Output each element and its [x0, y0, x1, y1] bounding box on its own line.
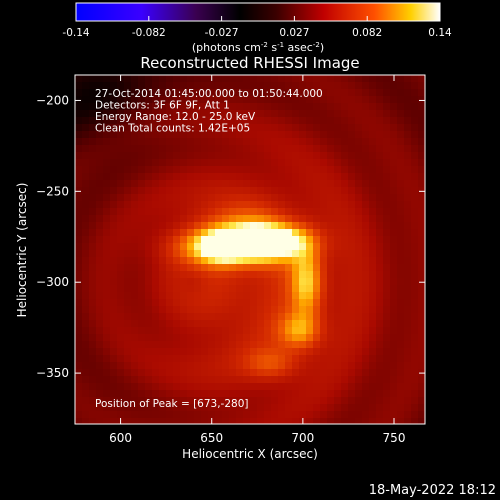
colorbar-tick-label: 0.027	[279, 27, 309, 39]
annotation-line: Clean Total counts: 1.42E+05	[95, 123, 250, 135]
axis-ticks: 600 650 700 750 −200 −250 −300 −350	[36, 75, 425, 445]
colorbar: -0.14 -0.082 -0.027 0.027 0.082 0.14 (photons…	[62, 2, 452, 54]
footer-timestamp: 18-May-2022 18:12	[369, 483, 496, 498]
x-tick-label: 700	[291, 431, 314, 445]
x-tick-label: 750	[383, 431, 406, 445]
colorbar-tick-label: -0.027	[205, 27, 239, 39]
colorbar-tick-label: 0.14	[428, 27, 452, 39]
y-tick-label: −200	[36, 93, 69, 107]
annotation-line: Detectors: 3F 6F 9F, Att 1	[95, 100, 230, 112]
plot-area: 600 650 700 750 −200 −250 −300 −350	[36, 74, 426, 445]
x-tick-label: 650	[200, 431, 223, 445]
colorbar-tick-label: 0.082	[352, 27, 382, 39]
plot-frame	[74, 74, 426, 425]
y-tick-label: −300	[36, 275, 69, 289]
heatmap-image	[75, 75, 425, 424]
colorbar-gradient	[75, 2, 441, 22]
annotation-line: 27-Oct-2014 01:45:00.000 to 01:50:44.000	[95, 88, 323, 100]
y-axis-label: Heliocentric Y (arcsec)	[15, 183, 29, 318]
colorbar-ticks: -0.14 -0.082 -0.027 0.027 0.082 0.14	[62, 16, 452, 39]
colorbar-tick-label: -0.082	[132, 27, 166, 39]
x-tick-label: 600	[109, 431, 132, 445]
peak-position-text: Position of Peak = [673,-280]	[95, 398, 249, 410]
x-axis-label: Heliocentric X (arcsec)	[182, 447, 318, 461]
chart-title: Reconstructed RHESSI Image	[140, 54, 359, 72]
y-tick-label: −250	[36, 184, 69, 198]
colorbar-tick-label: -0.14	[62, 27, 89, 39]
y-tick-label: −350	[36, 366, 69, 380]
colorbar-label: (photons cm-2 s-1 asec-2)	[192, 41, 324, 54]
annotation-line: Energy Range: 12.0 - 25.0 keV	[95, 111, 256, 123]
annotation-block: 27-Oct-2014 01:45:00.000 to 01:50:44.000…	[95, 88, 323, 135]
